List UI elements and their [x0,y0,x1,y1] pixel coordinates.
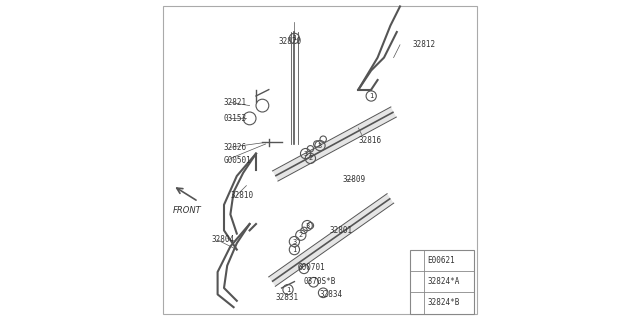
Text: 32821: 32821 [224,98,247,107]
Text: 03153: 03153 [224,114,247,123]
Text: 32834: 32834 [320,290,343,299]
Text: 32824*B: 32824*B [428,299,460,308]
Text: G00501: G00501 [224,156,252,164]
Text: 32809: 32809 [342,175,365,184]
Text: 3: 3 [415,300,419,306]
Text: 32804: 32804 [211,236,234,244]
Text: 32826: 32826 [224,143,247,152]
Text: 32816: 32816 [358,136,381,145]
Text: A130001256: A130001256 [431,308,474,314]
Text: 32812: 32812 [413,40,436,49]
Text: 0370S*B: 0370S*B [304,277,337,286]
FancyBboxPatch shape [410,250,474,314]
Text: 1: 1 [292,36,296,41]
Text: 32831: 32831 [275,293,298,302]
Text: G00701: G00701 [298,263,325,272]
Text: 1: 1 [292,247,296,252]
Text: 2: 2 [299,232,303,238]
Text: 1: 1 [415,257,419,263]
Text: FRONT: FRONT [173,206,202,215]
Text: 3: 3 [305,223,309,228]
Text: 3: 3 [292,239,296,244]
Text: 3: 3 [318,143,322,148]
Text: 3: 3 [303,151,308,156]
Text: 32820: 32820 [278,37,301,46]
Text: 32810: 32810 [230,191,253,200]
Text: 32824*A: 32824*A [428,277,460,286]
Text: 1: 1 [286,287,290,292]
Text: E00621: E00621 [428,256,455,265]
Text: 1: 1 [369,93,373,99]
Text: 2: 2 [415,279,419,284]
Text: 2: 2 [308,156,312,161]
Text: 32801: 32801 [330,226,353,235]
